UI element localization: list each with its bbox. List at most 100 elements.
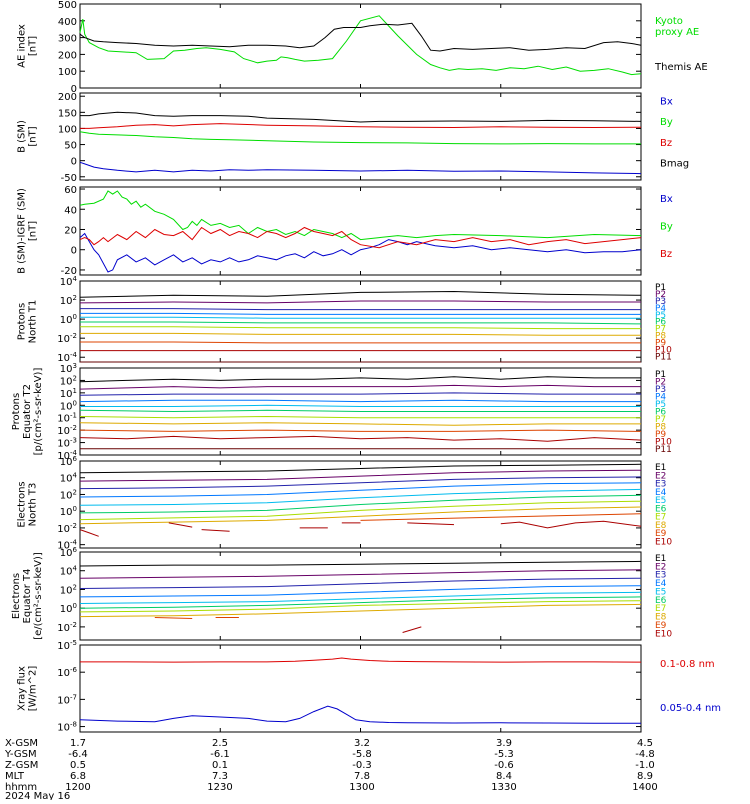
series-line-themis-ae bbox=[79, 22, 642, 52]
series-line-p7 bbox=[79, 415, 641, 419]
series-line-p3 bbox=[80, 308, 641, 311]
y-tick-label: 10-8 bbox=[57, 721, 77, 734]
legend-e8: E8 bbox=[655, 521, 667, 531]
tick-exponent: -5 bbox=[70, 639, 77, 647]
ephemeris-value: 7.8 bbox=[354, 771, 370, 782]
tick-base: 10 bbox=[57, 541, 70, 552]
tick-exponent: -1 bbox=[70, 412, 77, 420]
legend-e9: E9 bbox=[655, 529, 667, 539]
series-line-p9 bbox=[79, 429, 642, 432]
y-tick-label: 100 bbox=[58, 124, 77, 135]
y-tick-label: 0 bbox=[71, 84, 77, 95]
y-tick-label: 10-5 bbox=[57, 639, 77, 652]
tick-base: 10 bbox=[60, 457, 73, 468]
legend-kyoto-line2: proxy AE bbox=[655, 27, 699, 38]
y-axis-label-line: Equator T2 bbox=[22, 384, 33, 439]
legend-e4: E4 bbox=[655, 579, 667, 589]
tick-base: 10 bbox=[60, 389, 73, 400]
tick-exponent: -2 bbox=[70, 522, 77, 530]
tick-exponent: -2 bbox=[70, 621, 77, 629]
tick-exponent: 0 bbox=[73, 602, 77, 610]
ephemeris-value: 0.5 bbox=[70, 760, 86, 771]
y-axis-label-line: Xray flux bbox=[17, 666, 28, 711]
y-tick-label: 60 bbox=[64, 185, 77, 196]
y-axis-label-line: [nT] bbox=[28, 126, 39, 146]
y-axis-label-line: [W/m^2] bbox=[28, 666, 39, 712]
legend-p11: P11 bbox=[655, 352, 672, 362]
y-tick-label: 102 bbox=[60, 488, 77, 501]
tick-base: 10 bbox=[57, 426, 70, 437]
legend-p10: P10 bbox=[655, 346, 672, 356]
panel-5: 10-410-310-210-1100101102103ProtonsEquat… bbox=[11, 362, 672, 462]
series-line-p6 bbox=[79, 409, 641, 413]
y-tick-label: 102 bbox=[60, 374, 77, 387]
tick-exponent: 0 bbox=[73, 313, 77, 321]
tick-base: 10 bbox=[60, 474, 73, 485]
legend-p1: P1 bbox=[655, 370, 666, 380]
y-tick-label: 106 bbox=[60, 546, 78, 559]
ephemeris-value: 6.8 bbox=[70, 771, 86, 782]
ephemeris-value: 0.1 bbox=[212, 760, 228, 771]
y-axis-label: ElectronsNorth T3 bbox=[17, 481, 39, 527]
ephemeris-value: 1230 bbox=[207, 782, 232, 793]
series-line-e7 bbox=[79, 500, 642, 521]
y-tick-label: 400 bbox=[58, 17, 77, 28]
ephemeris-value: 8.4 bbox=[496, 771, 512, 782]
legend-e5: E5 bbox=[655, 496, 666, 506]
ephemeris-value: 1.7 bbox=[70, 738, 86, 749]
tick-exponent: -4 bbox=[70, 539, 78, 547]
tick-exponent: 4 bbox=[73, 472, 78, 480]
y-tick-label: 100 bbox=[60, 313, 77, 326]
tick-base: 10 bbox=[57, 723, 70, 734]
y-axis-label-line: AE index bbox=[17, 24, 28, 68]
y-tick-label: 20 bbox=[64, 225, 77, 236]
series-line-p3 bbox=[79, 392, 641, 396]
tick-exponent: 6 bbox=[73, 455, 78, 463]
ephemeris-value: -5.8 bbox=[352, 749, 372, 760]
legend-p5: P5 bbox=[655, 400, 666, 410]
legend-p6: P6 bbox=[655, 318, 666, 328]
ephemeris-row-label: Y-GSM bbox=[4, 749, 37, 760]
ephemeris-value: -1.0 bbox=[635, 760, 655, 771]
tick-base: 10 bbox=[60, 401, 73, 412]
legend-e4: E4 bbox=[655, 488, 667, 498]
series-line-e8 bbox=[79, 506, 642, 525]
y-axis-label-line: Equator T4 bbox=[22, 569, 33, 624]
tick-exponent: 2 bbox=[73, 583, 77, 591]
series-segment-e10 bbox=[168, 522, 193, 528]
panel-3: -20 0 20 40 60 B (SM)-IGRF (SM)[nT] Bx By Bz bbox=[17, 185, 673, 277]
legend-e7: E7 bbox=[655, 513, 666, 523]
y-axis-label: ProtonsEquator T2[p/(cm²-s-sr-keV)] bbox=[11, 368, 44, 456]
tick-base: 10 bbox=[60, 315, 73, 326]
tick-base: 10 bbox=[60, 296, 73, 307]
ephemeris-row-label: MLT bbox=[5, 771, 25, 782]
tick-base: 10 bbox=[57, 334, 70, 345]
legend-e2: E2 bbox=[655, 562, 666, 572]
y-tick-label: 104 bbox=[60, 565, 78, 578]
series-line-e3 bbox=[79, 577, 642, 589]
legend-e10: E10 bbox=[655, 537, 672, 547]
legend-p7: P7 bbox=[655, 325, 666, 335]
tick-exponent: -4 bbox=[70, 449, 78, 457]
series-segment-e10 bbox=[79, 529, 99, 537]
y-tick-label: 150 bbox=[58, 108, 77, 119]
legend-bx: Bx bbox=[660, 194, 673, 205]
ephemeris-value: 2.5 bbox=[212, 738, 228, 749]
tick-exponent: -2 bbox=[70, 424, 77, 432]
tick-exponent: -7 bbox=[70, 693, 77, 701]
y-axis-label-line: Electrons bbox=[11, 573, 22, 619]
series-line-e2 bbox=[79, 469, 642, 482]
series-line-e5 bbox=[79, 591, 642, 604]
panel-frame bbox=[79, 186, 642, 276]
y-tick-label: 100 bbox=[60, 505, 77, 518]
legend-p8: P8 bbox=[655, 332, 666, 342]
series-line-e6 bbox=[79, 596, 642, 609]
y-tick-label: 10-7 bbox=[57, 693, 77, 706]
y-tick-label: 10-2 bbox=[57, 424, 77, 437]
y-axis-label-line: [nT] bbox=[28, 221, 39, 241]
y-tick-label: 10-2 bbox=[57, 621, 77, 634]
ephemeris-row-label: X-GSM bbox=[5, 738, 38, 749]
